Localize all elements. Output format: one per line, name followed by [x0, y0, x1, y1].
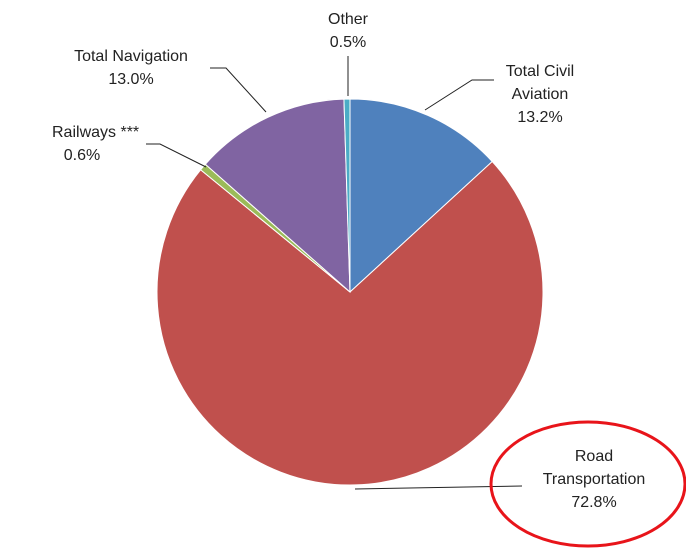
pie-slice — [349, 98, 493, 294]
leader-line — [146, 143, 207, 168]
pie-slice — [156, 160, 544, 486]
slice-value: 13.0% — [108, 71, 154, 88]
slice-name: Total Civil Aviation — [505, 63, 575, 103]
leader-line — [210, 67, 267, 113]
pie-slice — [204, 98, 351, 294]
slice-name: Total Navigation — [74, 48, 188, 65]
slice-value: 0.6% — [63, 147, 101, 164]
slice-label: Road Transportation 72.8% — [534, 445, 654, 514]
leader-line — [354, 485, 523, 490]
slice-name: Road Transportation — [542, 448, 646, 488]
pie-slice — [343, 98, 351, 293]
slice-value: 72.8% — [571, 494, 617, 511]
slice-label: Total Navigation 13.0% — [74, 45, 188, 91]
slice-value: 0.5% — [329, 34, 367, 51]
leader-lines — [146, 56, 523, 490]
slice-label: Total Civil Aviation 13.2% — [493, 60, 588, 129]
slice-name: Railways *** — [52, 124, 140, 141]
leader-line — [424, 79, 494, 111]
slice-name: Other — [327, 11, 369, 28]
slice-label: Railways *** 0.6% — [52, 121, 139, 167]
slice-label: Other 0.5% — [328, 8, 368, 54]
pie — [156, 98, 544, 486]
highlight-ellipse — [489, 420, 686, 548]
slice-value: 13.2% — [517, 109, 563, 126]
